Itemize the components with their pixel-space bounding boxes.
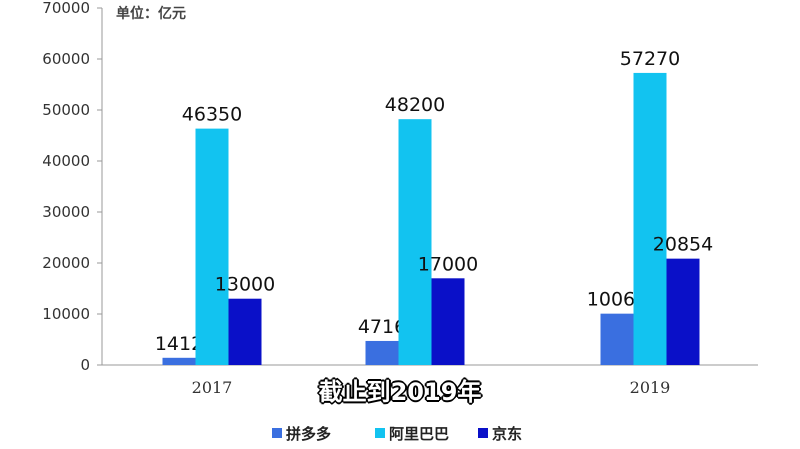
- bar: [365, 340, 399, 365]
- data-label: 57270: [620, 48, 680, 70]
- caption-subtitle: 截止到2019年: [318, 378, 482, 406]
- bar: [228, 298, 262, 365]
- y-tick-label: 20000: [42, 254, 90, 272]
- x-tick-labels: 2017 2019: [192, 378, 671, 397]
- y-tick-label: 40000: [42, 152, 90, 170]
- legend-label: 阿里巴巴: [389, 425, 449, 443]
- bar: [162, 357, 196, 365]
- legend-swatch: [375, 428, 385, 438]
- legend-label: 拼多多: [286, 425, 331, 443]
- x-tick-label: 2019: [630, 378, 671, 397]
- bars-group: 1412 4716 10066 46350 48200 57270 13000 17000 20…: [155, 48, 713, 366]
- data-label: 4716: [358, 316, 406, 338]
- data-label: 13000: [215, 274, 275, 296]
- unit-label: 单位：亿元: [116, 5, 186, 22]
- data-label: 48200: [385, 94, 445, 116]
- data-label: 46350: [182, 104, 242, 126]
- x-tick-label: 2017: [192, 378, 233, 397]
- data-label: 10066: [587, 289, 647, 311]
- y-tick-label: 70000: [42, 0, 90, 17]
- legend-swatch: [272, 428, 282, 438]
- legend: 拼多多 阿里巴巴 京东: [272, 425, 522, 443]
- y-tick-label: 10000: [42, 305, 90, 323]
- y-tick-label: 0: [80, 356, 90, 374]
- bar: [195, 128, 229, 365]
- y-tick-label: 60000: [42, 50, 90, 68]
- bar: [633, 72, 667, 365]
- bar: [431, 278, 465, 365]
- y-tick-label: 50000: [42, 101, 90, 119]
- data-label: 20854: [653, 234, 713, 256]
- bar: [666, 258, 700, 365]
- bar: [398, 119, 432, 366]
- y-tick-labels: 0 10000 20000 30000 40000 50000 60000 70000: [42, 0, 102, 374]
- legend-label: 京东: [492, 425, 522, 443]
- data-label: 17000: [418, 253, 478, 275]
- bar: [600, 313, 634, 365]
- data-label: 1412: [155, 333, 203, 355]
- legend-swatch: [478, 428, 488, 438]
- y-tick-label: 30000: [42, 203, 90, 221]
